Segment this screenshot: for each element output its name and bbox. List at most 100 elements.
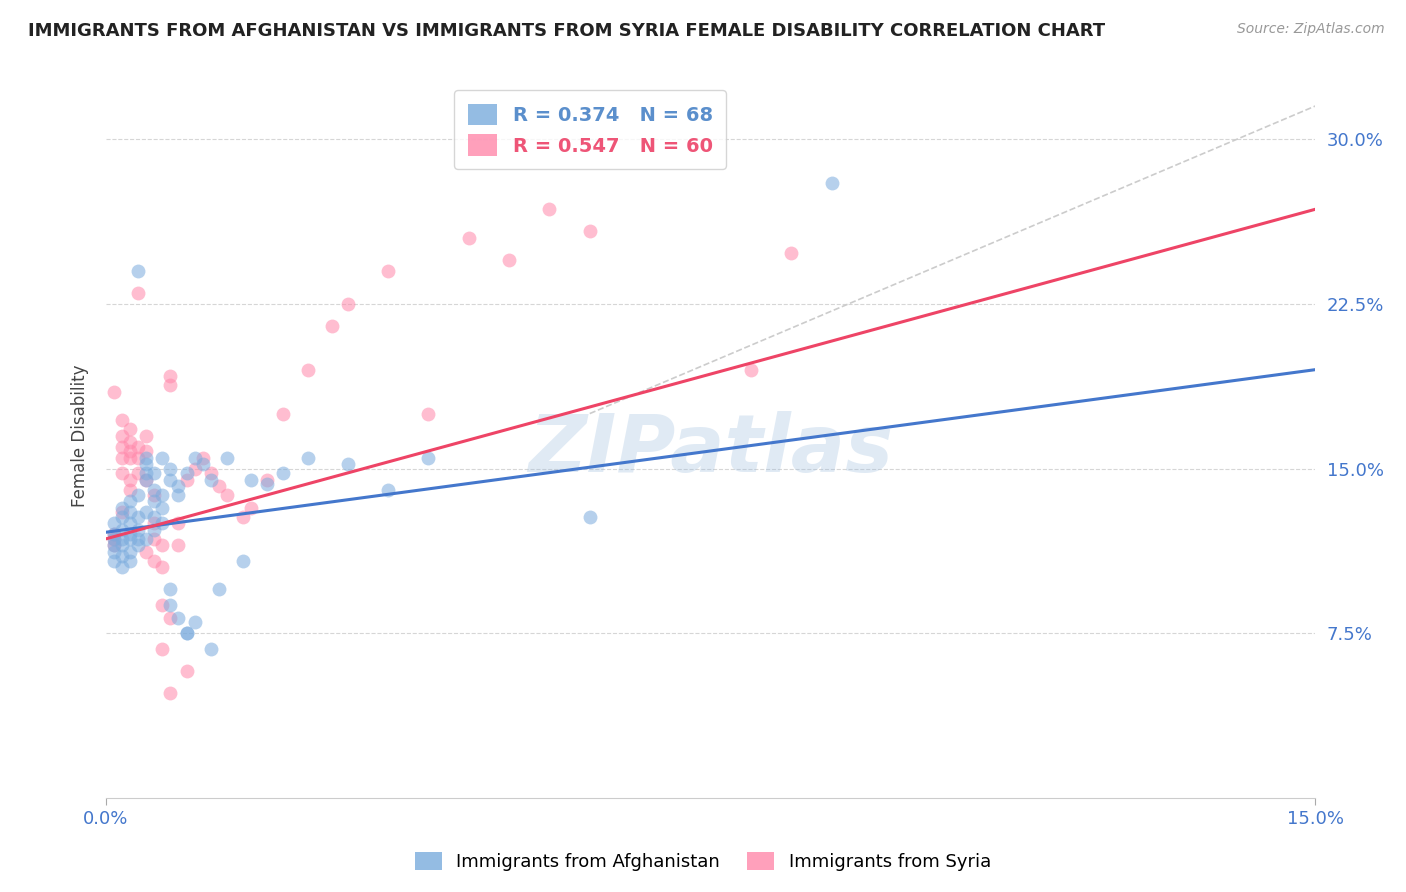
Point (120, 554, 142, 568)
Point (200, 641, 222, 656)
Point (191, 450, 214, 465)
Point (159, 611, 181, 625)
Point (111, 428, 134, 442)
Point (103, 554, 125, 568)
Point (377, 483, 399, 498)
Point (159, 473, 181, 487)
Point (120, 450, 142, 465)
Point (135, 506, 157, 520)
Point (159, 582, 181, 597)
Point (127, 440, 149, 454)
Point (135, 457, 157, 471)
Point (143, 466, 166, 480)
Point (183, 461, 205, 475)
Point (143, 516, 166, 531)
Point (143, 488, 166, 502)
Point (127, 285, 149, 300)
Legend: R = 0.374   N = 68, R = 0.547   N = 60: R = 0.374 N = 68, R = 0.547 N = 60 (454, 90, 727, 169)
Point (176, 626, 198, 640)
Point (578, 509, 600, 524)
Point (215, 488, 238, 502)
Point (135, 545, 157, 559)
Point (120, 516, 142, 531)
Point (103, 532, 125, 546)
Point (167, 479, 190, 493)
Point (150, 641, 173, 656)
Point (297, 450, 319, 465)
Point (127, 523, 149, 537)
Point (740, 362, 762, 376)
Point (297, 362, 319, 376)
Point (256, 476, 278, 491)
Point (111, 413, 134, 427)
Point (780, 246, 803, 260)
Point (120, 435, 142, 450)
Point (159, 369, 181, 384)
Point (103, 384, 125, 399)
Point (150, 450, 173, 465)
Point (111, 506, 134, 520)
Point (143, 494, 166, 508)
Point (120, 473, 142, 487)
Point (103, 545, 125, 559)
Point (176, 664, 198, 678)
Point (111, 549, 134, 564)
Point (321, 318, 343, 333)
Point (150, 516, 173, 531)
Point (111, 450, 134, 465)
Point (111, 509, 134, 524)
Point (135, 450, 157, 465)
Point (167, 516, 190, 531)
Point (120, 545, 142, 559)
Point (215, 450, 238, 465)
Point (176, 473, 198, 487)
Point (111, 523, 134, 537)
Point (538, 202, 561, 217)
Point (120, 527, 142, 541)
Point (127, 450, 149, 465)
Point (143, 523, 166, 537)
Point (150, 501, 173, 516)
Point (191, 457, 214, 471)
Point (135, 428, 157, 442)
Point (111, 560, 134, 574)
Point (120, 532, 142, 546)
Point (498, 252, 520, 267)
Point (103, 527, 125, 541)
Point (120, 422, 142, 436)
Point (120, 444, 142, 458)
Point (135, 473, 157, 487)
Point (273, 407, 295, 421)
Point (176, 466, 198, 480)
Point (127, 538, 149, 552)
Point (103, 527, 125, 541)
Point (273, 466, 295, 480)
Point (208, 479, 231, 493)
Point (232, 509, 254, 524)
Point (240, 473, 263, 487)
Point (183, 615, 205, 630)
Point (159, 598, 181, 612)
Point (232, 554, 254, 568)
Point (120, 483, 142, 498)
Point (183, 450, 205, 465)
Point (143, 483, 166, 498)
Point (457, 231, 479, 245)
Point (159, 686, 181, 700)
Point (135, 466, 157, 480)
Point (111, 501, 134, 516)
Point (200, 466, 222, 480)
Legend: Immigrants from Afghanistan, Immigrants from Syria: Immigrants from Afghanistan, Immigrants … (408, 845, 998, 879)
Point (200, 473, 222, 487)
Point (143, 509, 166, 524)
Point (336, 457, 359, 471)
Text: IMMIGRANTS FROM AFGHANISTAN VS IMMIGRANTS FROM SYRIA FEMALE DISABILITY CORRELATI: IMMIGRANTS FROM AFGHANISTAN VS IMMIGRANT… (28, 22, 1105, 40)
Point (111, 466, 134, 480)
Point (159, 461, 181, 475)
Point (120, 506, 142, 520)
Point (135, 473, 157, 487)
Point (167, 611, 190, 625)
Point (111, 532, 134, 546)
Point (150, 598, 173, 612)
Point (167, 538, 190, 552)
